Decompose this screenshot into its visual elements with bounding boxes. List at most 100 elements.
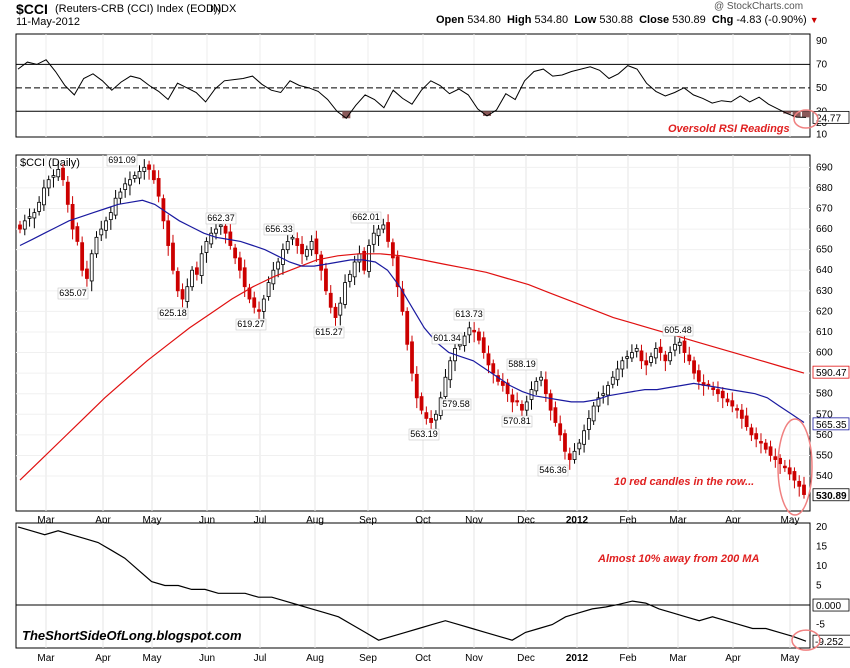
price-annotation: 10 red candles in the row... (614, 476, 754, 488)
price-peak-label-box (501, 415, 533, 428)
x-tick-label-dist: Dec (517, 653, 535, 664)
price-peak-label: 615.27 (315, 327, 343, 337)
candle-body (644, 360, 649, 366)
candle-body (658, 346, 663, 353)
candle-body (462, 335, 467, 346)
price-peak-label-box (537, 464, 569, 477)
chart-index-name: (Reuters-CRB (CCI) Index (EOD)) (55, 3, 222, 15)
candle-body (104, 220, 108, 231)
x-tick-label-price: Apr (95, 515, 111, 526)
candle-body (218, 224, 223, 228)
x-tick-label-dist: Apr (725, 653, 741, 664)
rsi-oversold-fill (483, 111, 492, 116)
candle-body (390, 242, 395, 259)
candle-body (56, 169, 61, 178)
candle-body (414, 373, 419, 399)
x-tick-label-dist: May (781, 653, 800, 664)
candle-body (89, 253, 94, 282)
candle-body (324, 268, 328, 292)
candle-body (309, 241, 314, 251)
candle-body (792, 471, 797, 481)
candle-body (625, 356, 630, 359)
candle-body (228, 231, 233, 246)
candle-body (759, 441, 763, 444)
candle-body (371, 232, 376, 245)
x-tick-label-price: Feb (619, 515, 637, 526)
candle-body (175, 271, 180, 292)
candle-body (649, 356, 653, 363)
x-tick-label-dist: 2012 (566, 653, 589, 664)
rsi-y-tick-label: 90 (816, 36, 828, 47)
x-tick-label-dist: Jul (254, 653, 267, 664)
candle-body (42, 187, 46, 206)
price-peak-label-box (662, 324, 694, 337)
rsi-y-tick-label: 70 (816, 59, 828, 70)
candle-body (238, 257, 242, 271)
price-y-tick-label: 640 (816, 265, 833, 276)
candle-body (376, 228, 381, 237)
candle-body (543, 379, 548, 395)
candle-body (457, 343, 462, 347)
candle-body (290, 236, 295, 240)
candle-body (601, 393, 606, 396)
candle-body (328, 292, 333, 308)
price-y-tick-label: 680 (816, 183, 833, 194)
low-label: Low (574, 14, 597, 26)
candle-body (572, 450, 577, 460)
rsi-oversold-fill (802, 111, 810, 118)
candle-body (214, 228, 218, 234)
candle-body (539, 376, 543, 381)
candle-body (534, 380, 539, 392)
candle-body (80, 242, 85, 271)
candle-body (663, 354, 668, 362)
candle-body (257, 309, 261, 312)
candle-body (630, 352, 634, 359)
candle-body (281, 249, 285, 265)
candle-body (577, 442, 582, 450)
dist-y-tick-label: 15 (816, 541, 828, 552)
price-peak-label-box (506, 358, 538, 371)
high-value: 534.80 (534, 14, 569, 26)
x-tick-label-price: Apr (725, 515, 741, 526)
price-peak-label-box (408, 428, 440, 441)
ma50-last-value-box (812, 417, 850, 431)
chg-value: -4.83 (-0.90%) (736, 14, 807, 26)
candle-body (314, 238, 319, 255)
x-tick-label-price: Dec (517, 515, 535, 526)
candle-body (711, 387, 716, 390)
candle-body (744, 415, 749, 428)
chart-exchange: INDX (210, 3, 237, 15)
candle-body (333, 306, 338, 318)
candle-body (338, 302, 343, 316)
candle-body (18, 224, 22, 230)
candle-body (424, 412, 429, 419)
x-tick-label-price: Mar (37, 515, 55, 526)
x-tick-label-dist: Feb (619, 653, 637, 664)
x-tick-label-dist: Mar (669, 653, 687, 664)
price-peak-label-box (57, 287, 89, 300)
candle-body (347, 273, 352, 282)
candle-body (754, 433, 759, 440)
rsi-oversold-fill (342, 111, 351, 119)
dist-y-tick-label: 20 (816, 522, 828, 533)
dist-y-tick-label: 5 (816, 581, 822, 592)
rsi-last-value-box (812, 110, 850, 124)
candle-body (668, 352, 673, 362)
x-tick-label-dist: Mar (37, 653, 55, 664)
candle-body (22, 220, 27, 230)
price-chart-title: $CCI (Daily) (20, 157, 80, 169)
candle-body (166, 220, 171, 246)
dist-annotation: Almost 10% away from 200 MA (597, 553, 759, 565)
candle-body (797, 480, 802, 487)
candle-body (295, 238, 300, 246)
price-peak-label-box (440, 398, 472, 411)
candle-body (285, 241, 290, 251)
candle-body (242, 267, 247, 288)
candle-body (171, 242, 175, 271)
candle-body (27, 216, 32, 219)
candle-body (802, 484, 806, 495)
candle-body (400, 288, 405, 312)
candle-body (128, 179, 132, 186)
candle-body (94, 236, 99, 255)
candle-body (429, 417, 434, 423)
